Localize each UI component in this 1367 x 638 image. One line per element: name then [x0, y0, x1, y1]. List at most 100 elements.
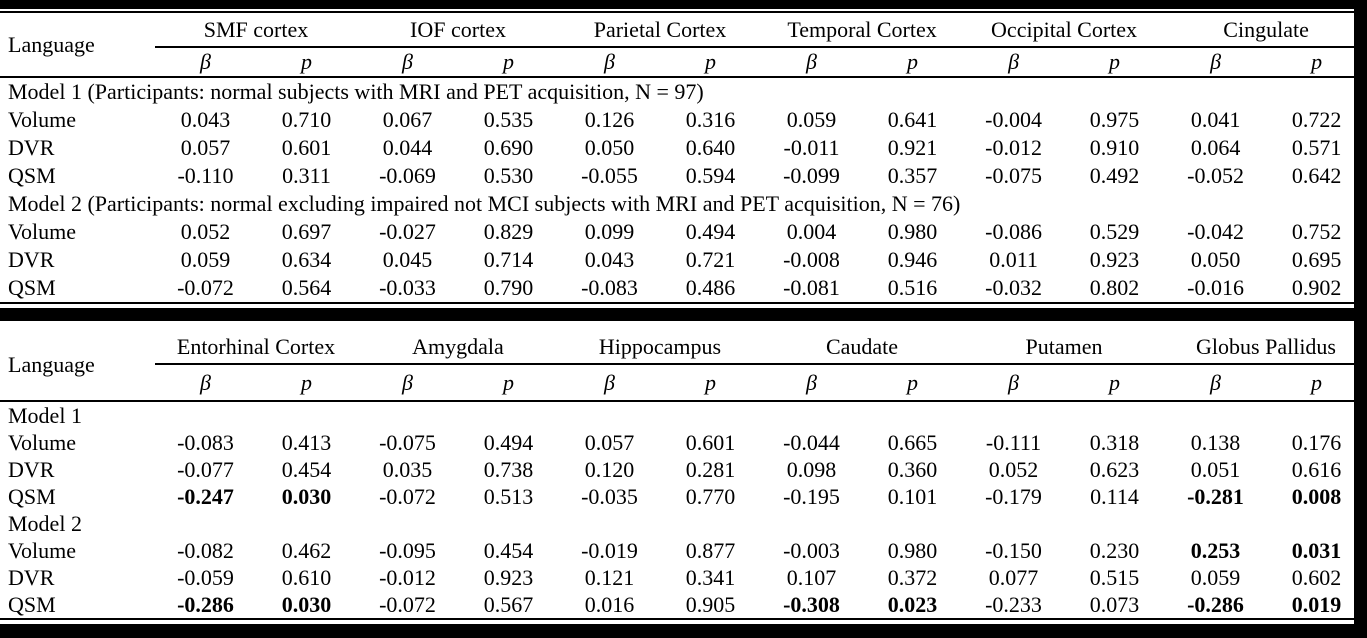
value-cell: -0.082: [177, 537, 234, 563]
value-cell: 0.101: [887, 483, 938, 509]
value-cell: 0.050: [1190, 247, 1241, 272]
data-row: Volume 0.052 0.697 -0.027 0.829 0.099 0.494 0.0…: [0, 218, 1367, 246]
value-cell: -0.233: [985, 591, 1042, 617]
table-body: Model 1 (Participants: normal subjects w…: [0, 77, 1367, 303]
value-cell: 0.360: [887, 456, 938, 482]
row-label: QSM: [8, 163, 56, 188]
top-border-band: [0, 0, 1367, 9]
value-cell: 0.486: [685, 275, 736, 300]
section-heading: Model 1: [8, 402, 82, 428]
value-cell: -0.099: [783, 163, 840, 188]
value-cell: -0.035: [581, 483, 638, 509]
beta-column-header: β: [1165, 47, 1267, 78]
value-cell: 0.099: [584, 219, 635, 244]
beta-column-header: β: [761, 47, 863, 78]
p-column-header: p: [862, 47, 964, 78]
value-cell: -0.281: [1187, 483, 1244, 509]
value-cell: 0.610: [281, 564, 332, 590]
value-cell: -0.179: [985, 483, 1042, 509]
value-cell: -0.011: [783, 135, 840, 160]
value-cell: -0.086: [985, 219, 1042, 244]
value-cell: 0.665: [887, 429, 938, 455]
value-cell: -0.016: [1187, 275, 1244, 300]
value-cell: 0.530: [483, 163, 534, 188]
bottom-border-band: [0, 624, 1367, 638]
value-cell: 0.980: [887, 219, 938, 244]
p-column-header: p: [256, 47, 357, 78]
value-cell: 0.114: [1090, 483, 1139, 509]
value-cell: -0.308: [783, 591, 840, 617]
row-header-language: Language: [0, 12, 155, 78]
group-header: Caudate: [761, 330, 964, 365]
value-cell: 0.357: [887, 163, 938, 188]
p-column-header: p: [1266, 47, 1367, 78]
value-cell: 0.281: [685, 456, 736, 482]
data-row: DVR 0.057 0.601 0.044 0.690 0.050 0.640 -0.011 0…: [0, 134, 1367, 162]
section-heading: Model 2 (Participants: normal excluding …: [8, 191, 961, 216]
value-cell: 0.059: [1190, 564, 1241, 590]
cortical-table: Language SMF cortex IOF cortex Parietal Cor…: [0, 11, 1367, 304]
value-cell: -0.081: [783, 275, 840, 300]
row-label: QSM: [8, 275, 56, 300]
p-column-header: p: [256, 364, 357, 402]
row-header-language: Language: [0, 330, 155, 402]
group-header: Cingulate: [1165, 12, 1367, 48]
data-row: DVR -0.077 0.454 0.035 0.738 0.120 0.281 0.098 0…: [0, 456, 1367, 483]
value-cell: 0.752: [1291, 219, 1342, 244]
value-cell: 0.535: [483, 107, 534, 132]
value-cell: 0.975: [1089, 107, 1140, 132]
data-row: QSM -0.072 0.564 -0.033 0.790 -0.083 0.486 -0.0…: [0, 274, 1367, 303]
group-header: Occipital Cortex: [963, 12, 1166, 48]
value-cell: 0.059: [786, 107, 837, 132]
section-heading: Model 1 (Participants: normal subjects w…: [8, 79, 704, 104]
group-header-row: Language SMF cortex IOF cortex Parietal Cor…: [0, 12, 1367, 78]
value-cell: -0.150: [985, 537, 1042, 563]
value-cell: -0.069: [379, 163, 436, 188]
value-cell: 0.601: [685, 429, 736, 455]
value-cell: 0.515: [1089, 564, 1140, 590]
value-cell: 0.494: [685, 219, 736, 244]
data-row: DVR 0.059 0.634 0.045 0.714 0.043 0.721 -0.008 0…: [0, 246, 1367, 274]
table-header: Language SMF cortex IOF cortex Parietal Cor…: [0, 12, 1367, 78]
p-column-header: p: [1266, 364, 1367, 402]
value-cell: 0.802: [1089, 275, 1140, 300]
row-label: Volume: [8, 537, 77, 563]
value-cell: -0.019: [581, 537, 638, 563]
value-cell: 0.041: [1190, 107, 1241, 132]
value-cell: 0.641: [887, 107, 938, 132]
value-cell: 0.616: [1291, 456, 1342, 482]
value-cell: -0.008: [783, 247, 840, 272]
value-cell: -0.077: [177, 456, 234, 482]
value-cell: 0.121: [584, 564, 635, 590]
data-row: QSM -0.247 0.030 -0.072 0.513 -0.035 0.770 -0.1…: [0, 483, 1367, 510]
group-header: Parietal Cortex: [559, 12, 762, 48]
value-cell: 0.052: [988, 456, 1039, 482]
value-cell: 0.722: [1291, 107, 1342, 132]
value-cell: 0.030: [281, 591, 332, 617]
group-header: Amygdala: [357, 330, 559, 365]
p-column-header: p: [1064, 364, 1166, 402]
row-label: Volume: [8, 107, 77, 132]
beta-column-header: β: [357, 47, 458, 78]
table-separator-band: [0, 308, 1367, 321]
value-cell: 0.253: [1190, 537, 1241, 563]
value-cell: 0.923: [483, 564, 534, 590]
section-heading-row: Model 1 (Participants: normal subjects w…: [0, 77, 1367, 106]
value-cell: 0.050: [584, 135, 635, 160]
value-cell: 0.051: [1190, 456, 1241, 482]
group-header: Hippocampus: [559, 330, 762, 365]
table-body: Model 1 Volume -0.083 0.413 -0.075 0.494 0.057…: [0, 401, 1367, 619]
value-cell: 0.064: [1190, 135, 1241, 160]
section-heading: Model 2: [8, 510, 82, 536]
value-cell: -0.052: [1187, 163, 1244, 188]
p-column-header: p: [1064, 47, 1166, 78]
value-cell: -0.055: [581, 163, 638, 188]
value-cell: 0.098: [786, 456, 837, 482]
value-cell: -0.072: [379, 591, 436, 617]
value-cell: 0.138: [1190, 429, 1241, 455]
value-cell: 0.004: [786, 219, 837, 244]
value-cell: -0.027: [379, 219, 436, 244]
row-label: DVR: [8, 247, 55, 272]
group-header: Temporal Cortex: [761, 12, 964, 48]
